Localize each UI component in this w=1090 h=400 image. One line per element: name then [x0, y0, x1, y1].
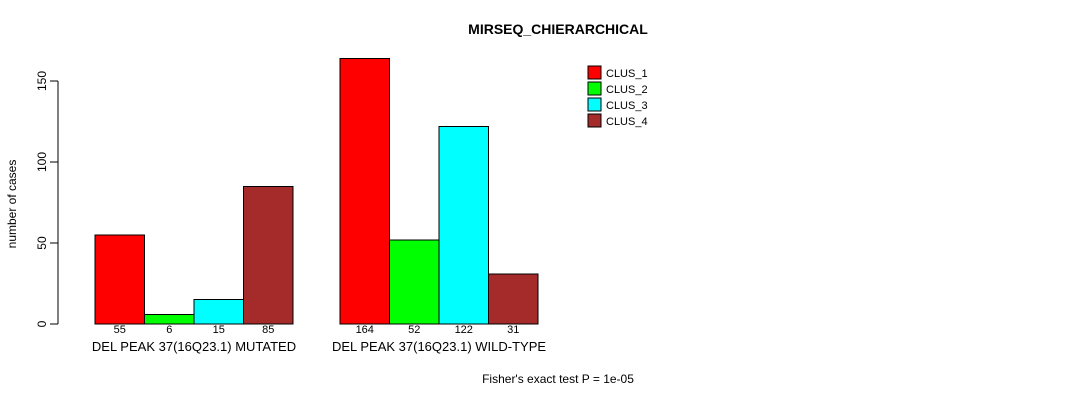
bar-clus_1-group2 [339, 57, 390, 325]
bar-clus_4-group2 [488, 273, 539, 325]
bar-value-label: 52 [408, 324, 420, 336]
legend-swatch-clus_4 [587, 113, 602, 128]
fisher-annotation: Fisher's exact test P = 1e-05 [482, 372, 634, 386]
legend-label-clus_4: CLUS_4 [606, 116, 648, 128]
bar-value-label: 55 [114, 324, 126, 336]
y-axis-label: number of cases [5, 160, 19, 249]
bar-value-label: 85 [262, 324, 274, 336]
y-tick-label: 150 [35, 71, 49, 91]
bar-clus_4-group1 [243, 185, 294, 325]
group-label-2: DEL PEAK 37(16Q23.1) WILD-TYPE [332, 339, 546, 354]
bar-clus_1-group1 [94, 234, 145, 325]
bar-value-label: 31 [507, 324, 519, 336]
bar-value-label: 164 [356, 324, 374, 336]
chart-title: MIRSEQ_CHIERARCHICAL [468, 21, 648, 37]
bar-clus_3-group1 [193, 299, 244, 325]
legend-swatch-clus_1 [587, 65, 602, 80]
legend-label-clus_1: CLUS_1 [606, 68, 648, 80]
bar-clus_2-group2 [389, 239, 440, 325]
legend-label-clus_2: CLUS_2 [606, 84, 648, 96]
legend-label-clus_3: CLUS_3 [606, 100, 648, 112]
bar-clus_2-group1 [144, 313, 195, 325]
bars-layer [94, 57, 539, 325]
legend-swatch-clus_3 [587, 97, 602, 112]
group-label-1: DEL PEAK 37(16Q23.1) MUTATED [92, 339, 296, 354]
x-axis-labels: 55 6 15 85 DEL PEAK 37(16Q23.1) MUTATED 164 52… [92, 324, 546, 354]
legend: CLUS_1 CLUS_2 CLUS_3 CLUS_4 [587, 65, 648, 128]
y-tick-label: 50 [35, 236, 49, 250]
y-axis: 0 50 100 150 [35, 71, 59, 327]
legend-swatch-clus_2 [587, 81, 602, 96]
y-tick-label: 0 [35, 320, 49, 327]
y-tick-label: 100 [35, 152, 49, 172]
bar-clus_3-group2 [438, 125, 489, 325]
bar-value-label: 122 [455, 324, 473, 336]
bar-value-label: 15 [213, 324, 225, 336]
bar-value-label: 6 [166, 324, 172, 336]
